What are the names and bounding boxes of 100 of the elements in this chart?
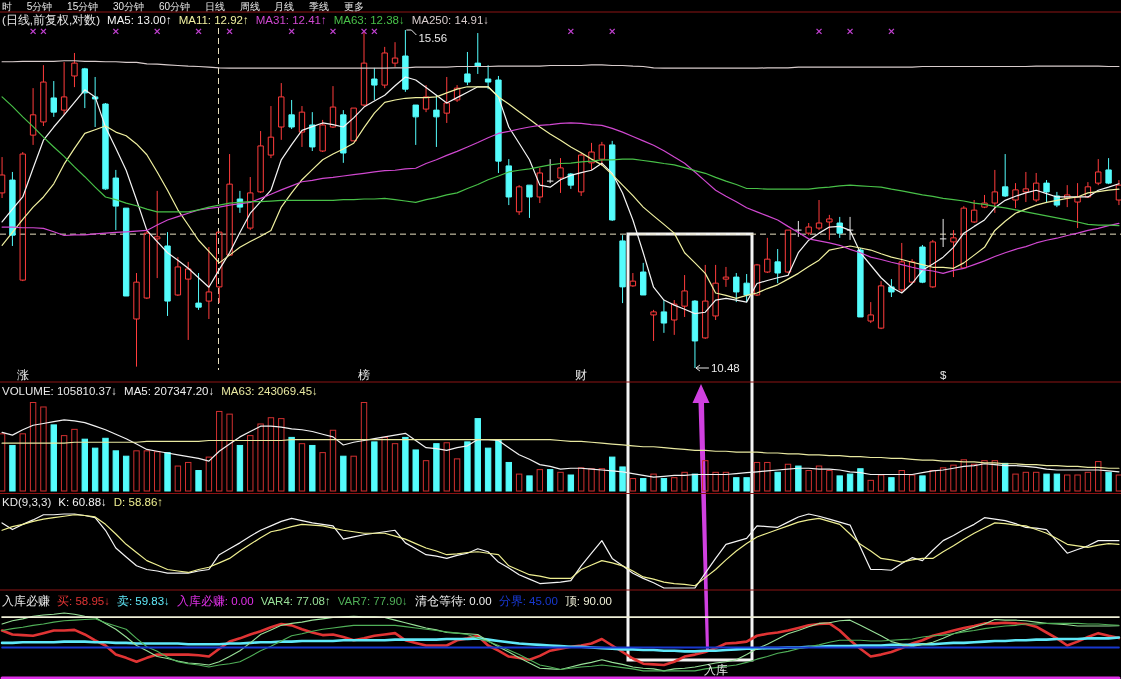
bar [236,444,244,492]
candlestick [205,246,213,320]
bar [298,443,306,492]
bar [122,455,130,492]
bar [743,477,750,492]
candlestick [319,119,326,153]
bar [453,458,461,492]
bar [826,470,833,492]
bar [422,460,430,492]
candlestick [691,299,699,369]
bar [660,478,668,492]
candlestick [846,216,854,241]
bar [9,444,16,492]
bar [577,467,585,492]
bar [81,438,88,492]
bar [515,473,523,492]
bar [412,449,419,492]
bar [91,447,99,492]
bar [1012,473,1019,492]
candlestick [588,142,595,171]
candlestick [857,247,864,318]
bar [267,417,275,492]
bar [960,459,968,492]
bar [153,451,161,492]
bar [784,463,792,492]
candlestick [598,141,606,167]
bar [567,474,575,492]
bar [329,429,337,492]
bar [526,475,533,492]
text: MA11: 12.92↑ [178,14,249,26]
candlestick [381,46,388,89]
candlestick [619,234,626,304]
candlestick [526,184,533,219]
candlestick [1074,182,1081,229]
bar [133,450,140,492]
series-label: 顶: 90.00 [564,595,612,607]
bar [598,468,606,492]
text: MA5: 13.00↑ [107,14,172,26]
bar [1043,473,1050,492]
bar [1053,473,1061,492]
candlestick [412,104,419,146]
bar [102,437,109,492]
bar [753,461,761,492]
bar [1001,462,1009,492]
x-tick-label: 财 [575,368,588,381]
x-tick-label: 涨 [16,368,29,381]
candlestick [1105,157,1112,185]
candlestick [81,67,88,109]
candlestick [898,242,905,293]
bar [557,471,564,492]
bar [908,474,916,492]
candlestick [143,230,151,300]
legend-label: 清仓等待: 0.00 [414,595,492,607]
bar [1105,471,1112,492]
candlestick [950,229,957,278]
candlestick [877,280,885,330]
candlestick [112,169,120,231]
bar [195,470,202,492]
bar [712,471,719,492]
bar [805,470,812,492]
bar [371,441,378,492]
candlestick [495,75,502,174]
annotation: 15.56 [418,32,448,44]
candlestick [981,194,988,209]
candlestick [784,229,792,274]
candlestick [29,87,37,146]
bar [888,477,895,492]
bar [174,465,182,492]
bar [185,461,192,492]
text: MA63: 243069.45↓ [221,385,318,397]
bar [226,413,233,492]
candlestick [826,214,833,241]
candlestick [1033,172,1040,203]
bar [733,477,740,492]
candlestick [91,76,99,128]
candlestick [1043,179,1050,204]
candlestick [71,52,78,88]
bar [309,444,316,492]
bar [650,473,657,492]
bar [505,461,512,492]
bar [991,460,999,492]
candlestick [939,218,947,248]
text: 分界: 45.00 [498,595,558,607]
x-tick-label: $ [939,368,947,381]
bar [288,436,295,492]
bar [495,439,502,492]
text: 卖: 59.83↓ [116,595,170,607]
bar [609,456,616,492]
bar [350,455,357,492]
bar [71,428,78,492]
bar [257,423,264,492]
candlestick [288,99,295,130]
series-label: K: 60.88↓ [58,496,107,508]
bar [671,477,678,492]
bar [40,406,47,492]
chart-title: 入库必赚 [2,594,50,607]
candlestick [40,64,47,127]
candlestick [422,84,430,113]
bar [722,471,730,492]
candlestick [546,158,554,184]
